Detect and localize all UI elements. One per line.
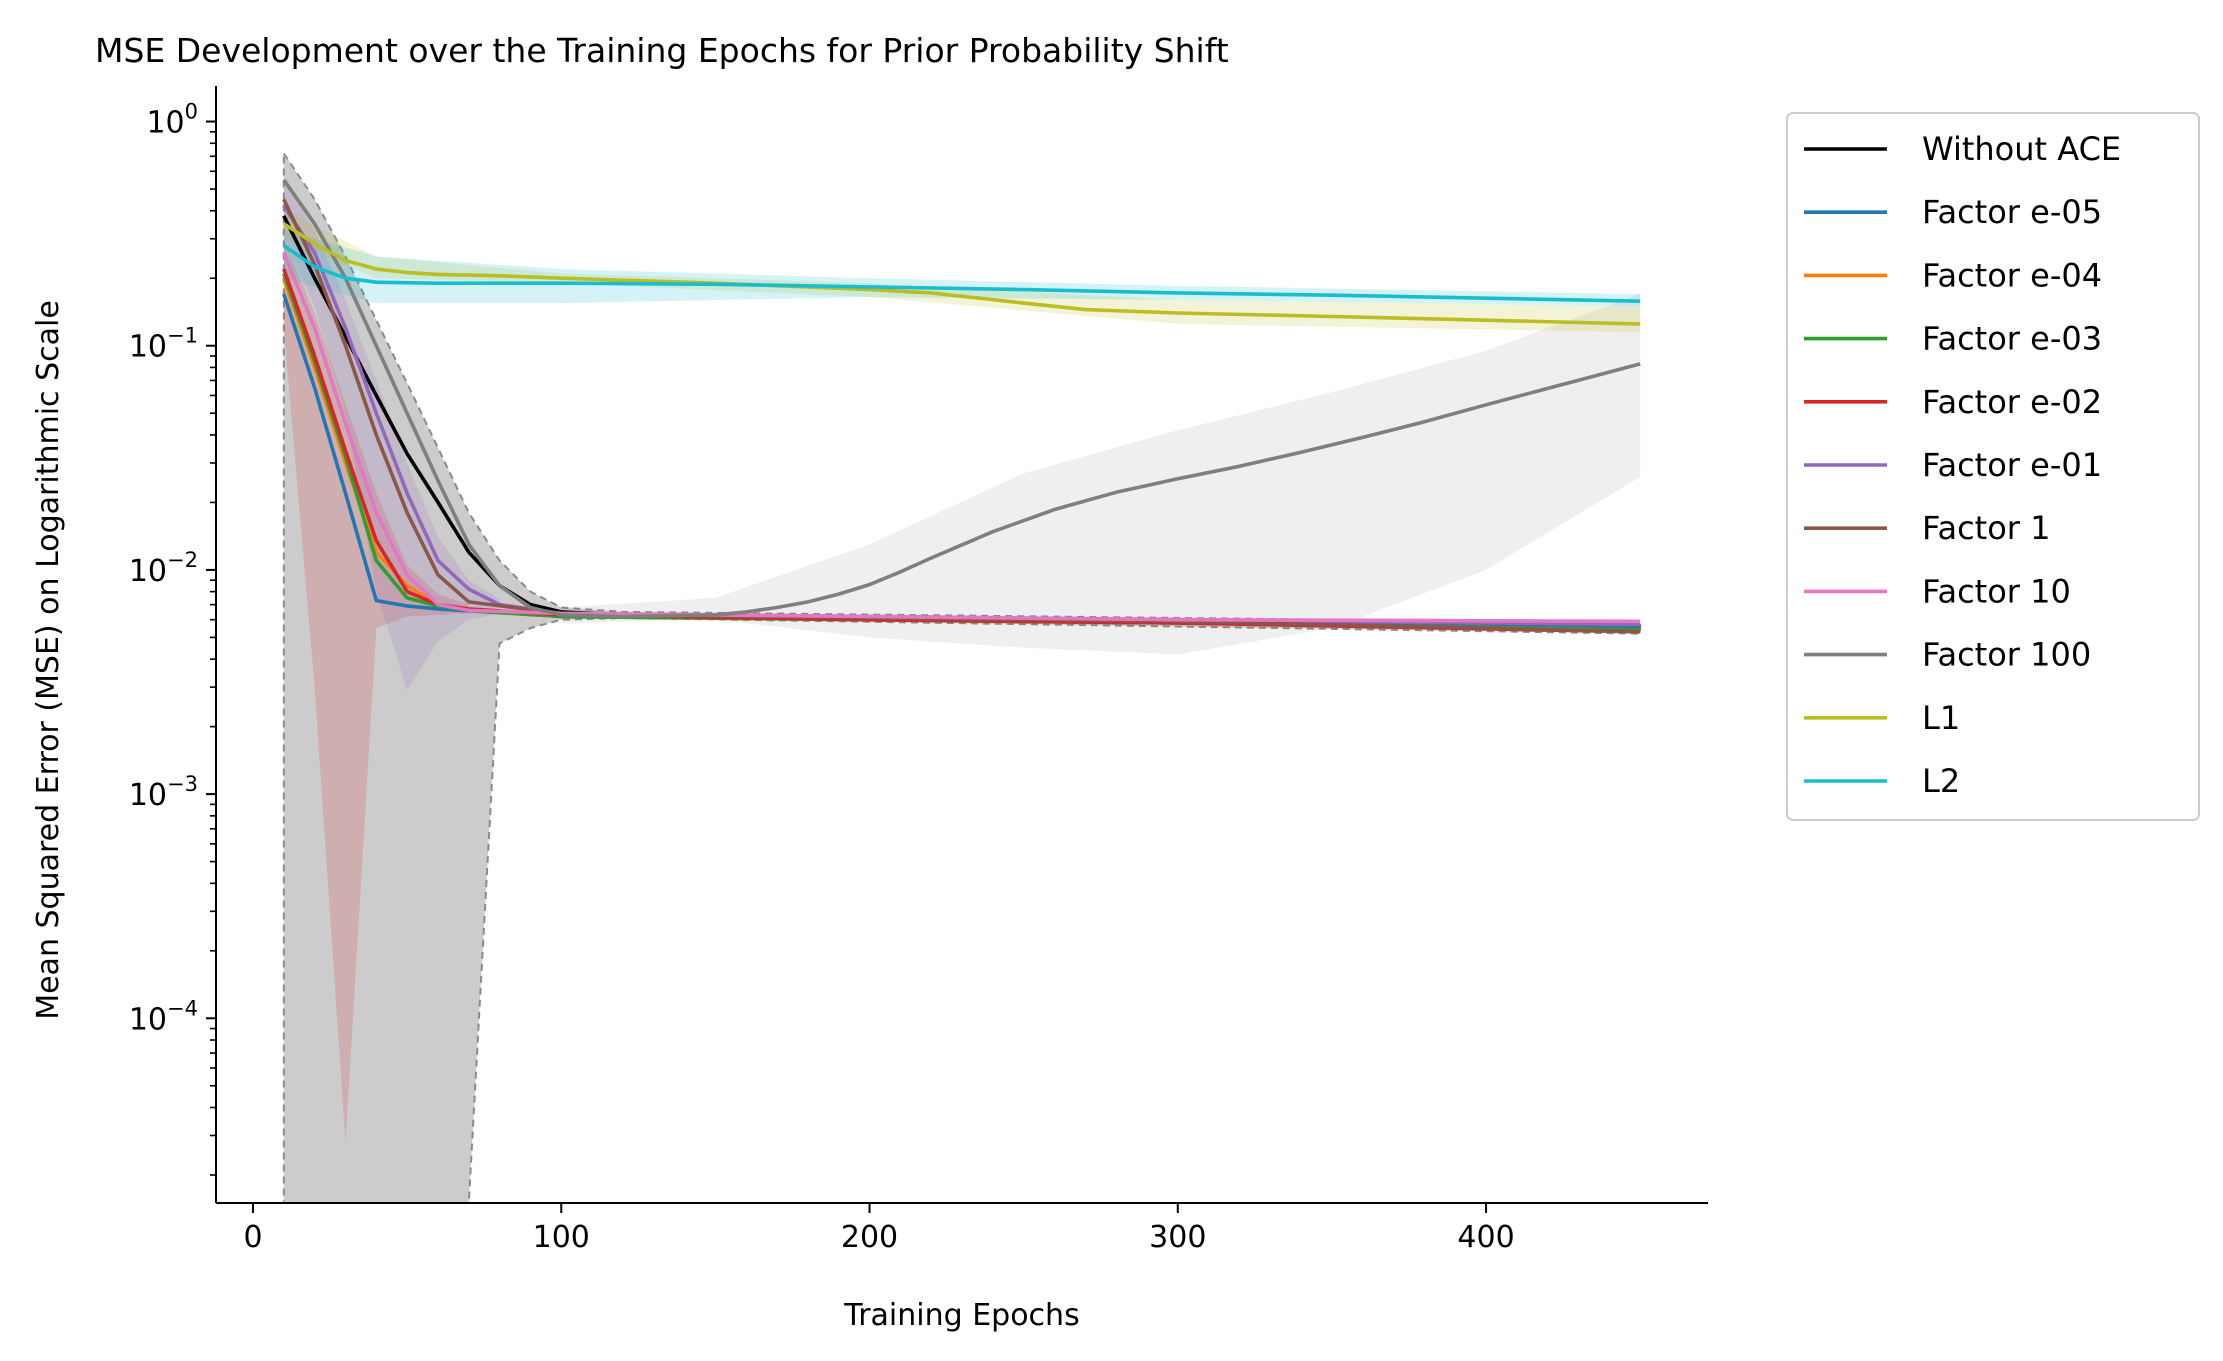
legend-label-factor-e-01: Factor e-01 — [1922, 446, 2102, 484]
confidence-bands — [282, 150, 1642, 1204]
y-axis-label: Mean Squared Error (MSE) on Logarithmic … — [31, 300, 66, 1020]
legend-label-l1: L1 — [1922, 699, 1960, 737]
legend-label-without-ace: Without ACE — [1922, 130, 2121, 168]
band-l2 — [283, 229, 1641, 307]
x-tick-label: 0 — [243, 1220, 262, 1255]
band-factor-e-02 — [283, 238, 469, 1143]
x-tick-label: 400 — [1457, 1220, 1514, 1255]
band-without-ace — [282, 150, 1642, 1204]
y-tick-label: 10−2 — [129, 548, 198, 589]
series-line-factor-10 — [282, 252, 1641, 624]
series-line-l2 — [282, 244, 1641, 303]
band-l1 — [283, 210, 1641, 333]
y-tick-label: 100 — [146, 100, 198, 141]
y-tick-label: 10−3 — [129, 772, 198, 813]
legend-label-factor-10: Factor 10 — [1922, 572, 2071, 610]
chart-title: MSE Development over the Training Epochs… — [95, 31, 1229, 70]
legend: Without ACE Factor e-05 Factor e-04 Factor … — [1786, 112, 2200, 821]
legend-label-factor-100: Factor 100 — [1922, 636, 2091, 674]
legend-label-l2: L2 — [1922, 762, 1960, 800]
legend-label-factor-e-05: Factor e-05 — [1922, 193, 2102, 231]
x-tick-label: 100 — [533, 1220, 590, 1255]
band-factor-100 — [561, 294, 1641, 655]
x-axis-label: Training Epochs — [843, 1298, 1079, 1333]
x-tick-label: 300 — [1149, 1220, 1206, 1255]
axes: 0 100 200 300 400 100 10−1 10−2 10−3 10−4 — [129, 86, 1708, 1255]
series-line-factor-100 — [282, 178, 1641, 619]
legend-frame — [1786, 112, 2200, 821]
legend-label-factor-e-04: Factor e-04 — [1922, 256, 2102, 294]
y-tick-label: 10−4 — [129, 996, 198, 1037]
legend-label-factor-e-03: Factor e-03 — [1922, 320, 2102, 358]
x-tick-label: 200 — [841, 1220, 898, 1255]
legend-label-factor-e-02: Factor e-02 — [1922, 383, 2102, 421]
y-tick-label: 10−1 — [129, 324, 198, 365]
series-lines — [282, 178, 1641, 634]
legend-label-factor-1: Factor 1 — [1922, 509, 2050, 547]
